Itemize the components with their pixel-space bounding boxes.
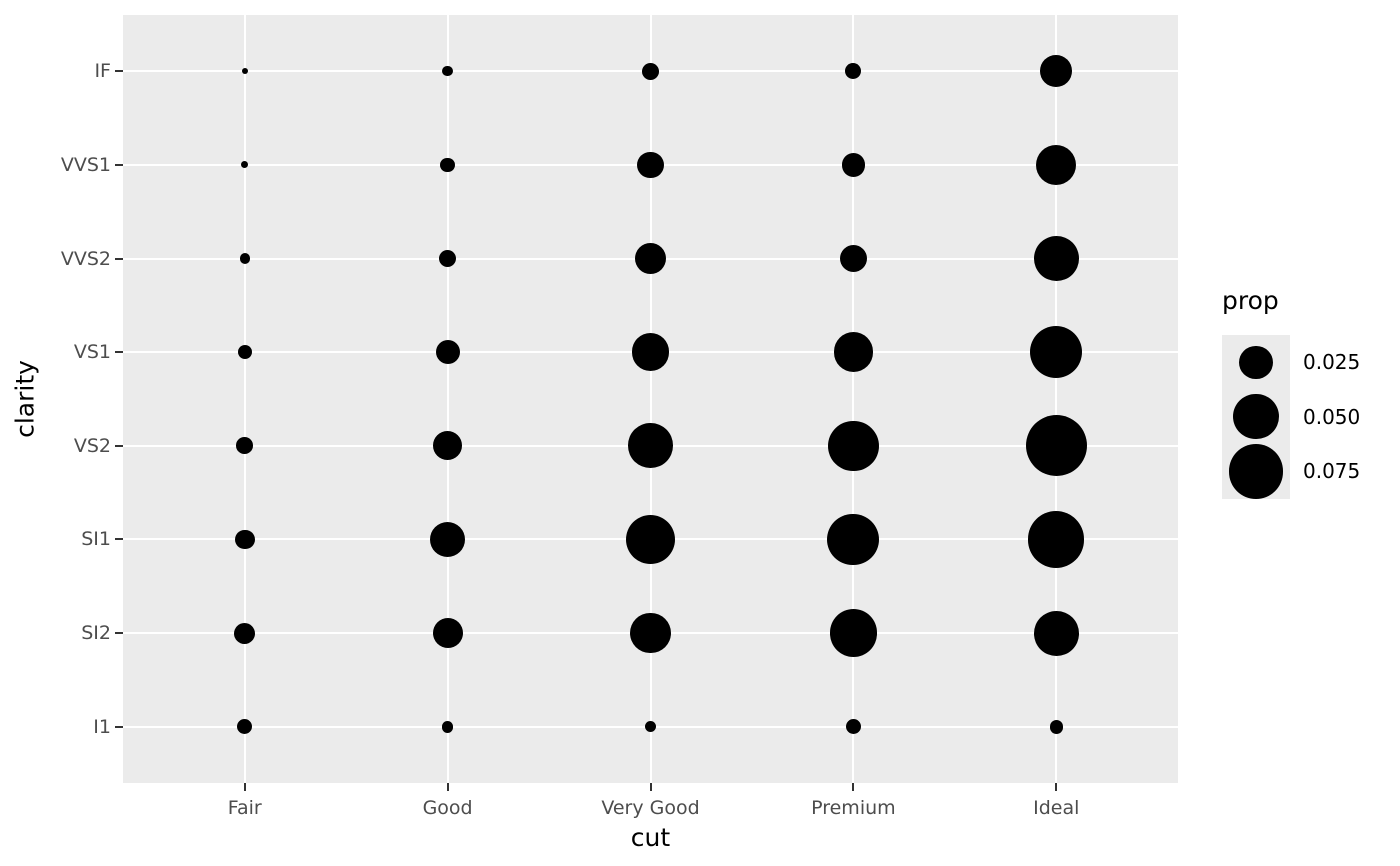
y-tick-mark [115, 632, 123, 635]
data-point [845, 63, 862, 80]
data-point [841, 153, 866, 177]
y-axis-title: clarity [10, 360, 40, 438]
data-point [241, 161, 249, 169]
x-tick-mark [446, 783, 449, 791]
gridline-vertical [852, 15, 855, 783]
data-point [239, 253, 250, 264]
data-point [438, 249, 457, 268]
data-point [435, 340, 460, 365]
y-tick-label: VS1 [73, 341, 111, 364]
x-tick-mark [649, 783, 652, 791]
data-point [1030, 326, 1083, 379]
y-tick-mark [115, 725, 123, 728]
x-tick-mark [1055, 783, 1058, 791]
data-point [637, 151, 664, 178]
y-tick-mark [115, 351, 123, 354]
data-point [241, 68, 248, 75]
data-point [442, 65, 453, 77]
x-tick-mark [852, 783, 855, 791]
y-tick-mark [115, 257, 123, 260]
x-tick-label: Good [422, 797, 473, 819]
y-tick-label: IF [94, 60, 111, 83]
data-point [432, 618, 463, 649]
y-tick-label: SI1 [81, 528, 111, 551]
legend-key-circle [1228, 443, 1284, 499]
data-point [234, 529, 255, 550]
data-point [1033, 610, 1079, 656]
data-point [644, 721, 657, 733]
y-tick-label: VVS2 [60, 247, 111, 270]
x-tick-mark [243, 783, 246, 791]
data-point [441, 721, 454, 733]
y-tick-label: VVS1 [60, 153, 111, 176]
gridline-vertical [446, 15, 449, 783]
data-point [642, 62, 659, 80]
data-point [845, 719, 861, 735]
data-point [433, 431, 463, 461]
x-tick-label: Very Good [601, 797, 700, 819]
data-point [630, 612, 671, 654]
x-axis-title: cut [630, 823, 671, 852]
data-point [625, 514, 676, 565]
x-tick-label: Ideal [1033, 797, 1080, 819]
data-point [827, 513, 880, 566]
data-point [634, 242, 667, 275]
data-point [429, 521, 466, 558]
data-point [631, 333, 670, 371]
data-point [628, 423, 673, 469]
data-point [237, 719, 253, 735]
data-point [1025, 415, 1087, 477]
y-tick-mark [115, 163, 123, 166]
legend-key-circle [1239, 345, 1273, 379]
x-tick-label: Premium [811, 797, 896, 819]
data-point [1028, 511, 1085, 568]
data-point [1033, 236, 1079, 281]
gridline-vertical [649, 15, 652, 783]
legend-key-circle [1233, 393, 1279, 440]
data-point [833, 332, 874, 372]
gridline-vertical [1055, 15, 1058, 783]
legend-title: prop [1222, 286, 1279, 315]
data-point [839, 244, 868, 273]
data-point [236, 437, 254, 455]
legend-label: 0.050 [1303, 404, 1361, 429]
data-point [234, 622, 256, 644]
legend-label: 0.025 [1303, 350, 1361, 375]
data-point [1049, 720, 1063, 734]
data-point [1040, 55, 1073, 88]
legend-label: 0.075 [1303, 459, 1361, 484]
data-point [237, 345, 252, 360]
x-tick-label: Fair [227, 797, 262, 819]
y-tick-mark [115, 444, 123, 447]
plot-panel [123, 15, 1178, 783]
data-point [440, 157, 455, 173]
y-tick-label: SI2 [81, 622, 111, 645]
y-tick-mark [115, 70, 123, 73]
y-tick-label: VS2 [73, 434, 111, 457]
data-point [829, 609, 878, 657]
data-point [1036, 144, 1077, 185]
gridline-vertical [243, 15, 246, 783]
data-point [828, 420, 879, 471]
y-tick-mark [115, 538, 123, 541]
y-tick-label: I1 [93, 715, 111, 738]
